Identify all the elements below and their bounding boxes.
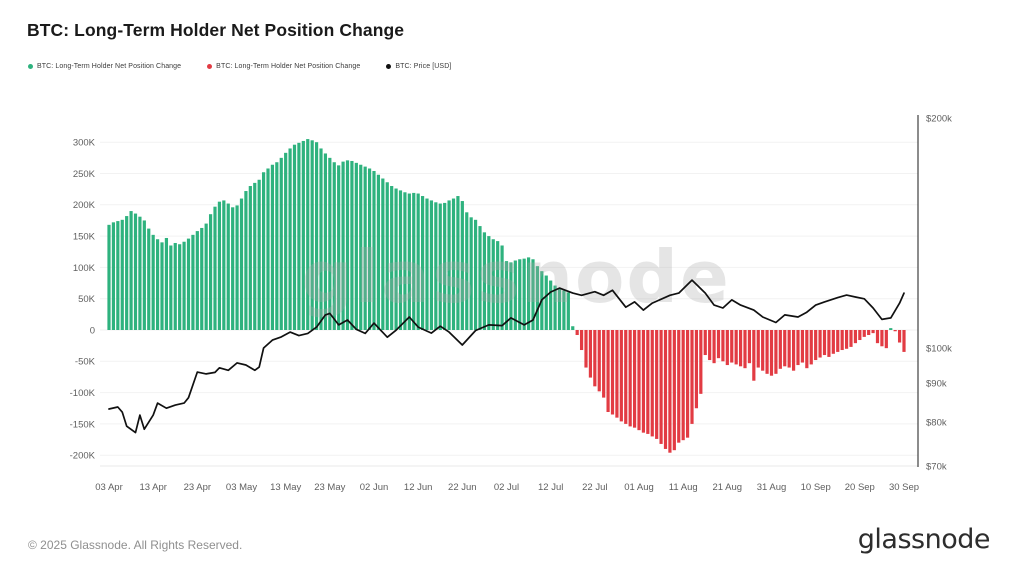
svg-text:$80k: $80k: [926, 417, 947, 428]
black-dot-icon: [386, 64, 392, 69]
svg-text:-150K: -150K: [70, 419, 96, 430]
svg-text:-50K: -50K: [75, 357, 96, 368]
price-line: [108, 279, 905, 434]
svg-text:20 Sep: 20 Sep: [845, 482, 875, 493]
svg-text:11 Aug: 11 Aug: [669, 482, 698, 493]
svg-text:02 Jul: 02 Jul: [494, 482, 519, 493]
page-title: BTC: Long-Term Holder Net Position Chang…: [27, 20, 405, 40]
gridlines: [100, 141, 918, 467]
svg-text:02 Jun: 02 Jun: [360, 482, 389, 493]
legend-item-ltm-positive: BTC: Long-Term Holder Net Position Chang…: [28, 63, 181, 70]
legend-label: BTC: Price [USD]: [395, 63, 452, 70]
svg-text:12 Jul: 12 Jul: [538, 482, 563, 493]
svg-text:21 Aug: 21 Aug: [713, 482, 743, 493]
svg-text:12 Jun: 12 Jun: [404, 482, 433, 493]
chart-legend: BTC: Long-Term Holder Net Position Chang…: [28, 63, 451, 70]
svg-text:$70k: $70k: [926, 462, 947, 473]
svg-text:13 Apr: 13 Apr: [139, 482, 166, 493]
svg-text:$200k: $200k: [926, 113, 952, 124]
svg-text:300K: 300K: [73, 138, 96, 149]
svg-text:03 May: 03 May: [226, 482, 257, 493]
svg-text:100K: 100K: [73, 263, 96, 274]
watermark: glassnode: [301, 235, 731, 319]
svg-text:23 Apr: 23 Apr: [184, 482, 211, 493]
net-position-bars: [107, 139, 906, 453]
svg-text:30 Sep: 30 Sep: [889, 482, 919, 493]
green-dot-icon: [28, 64, 33, 69]
svg-text:$100k: $100k: [926, 343, 952, 354]
red-dot-icon: [207, 64, 213, 69]
right-axis-labels: $200k $100k $90k $80k $70k: [926, 113, 952, 472]
svg-text:22 Jul: 22 Jul: [582, 482, 607, 493]
svg-text:50K: 50K: [78, 294, 96, 305]
svg-text:0: 0: [90, 325, 95, 336]
svg-text:150K: 150K: [73, 232, 96, 243]
legend-item-price: BTC: Price [USD]: [386, 63, 451, 70]
svg-text:-200K: -200K: [70, 451, 96, 462]
svg-text:10 Sep: 10 Sep: [801, 482, 831, 493]
copyright-text: © 2025 Glassnode. All Rights Reserved.: [28, 538, 243, 552]
left-axis-labels: 300K 250K 200K 150K 100K 50K 0 -50K -100K -150K -2…: [70, 138, 96, 462]
glassnode-logo: glassnode: [857, 524, 991, 555]
svg-text:23 May: 23 May: [314, 482, 345, 493]
svg-text:13 May: 13 May: [270, 482, 301, 493]
legend-label: BTC: Long-Term Holder Net Position Chang…: [216, 63, 361, 70]
svg-text:01 Aug: 01 Aug: [624, 482, 654, 493]
svg-text:200K: 200K: [73, 200, 96, 211]
svg-text:31 Aug: 31 Aug: [757, 482, 787, 493]
svg-text:250K: 250K: [73, 169, 96, 180]
legend-item-ltm-negative: BTC: Long-Term Holder Net Position Chang…: [207, 63, 360, 70]
svg-text:-100K: -100K: [70, 388, 96, 399]
x-axis-labels: 03 Apr 13 Apr 23 Apr 03 May 13 May 23 May 02 J…: [95, 482, 919, 493]
svg-text:03 Apr: 03 Apr: [95, 482, 122, 493]
svg-text:$90k: $90k: [926, 378, 947, 389]
legend-label: BTC: Long-Term Holder Net Position Chang…: [37, 63, 182, 70]
svg-text:22 Jun: 22 Jun: [448, 482, 477, 493]
